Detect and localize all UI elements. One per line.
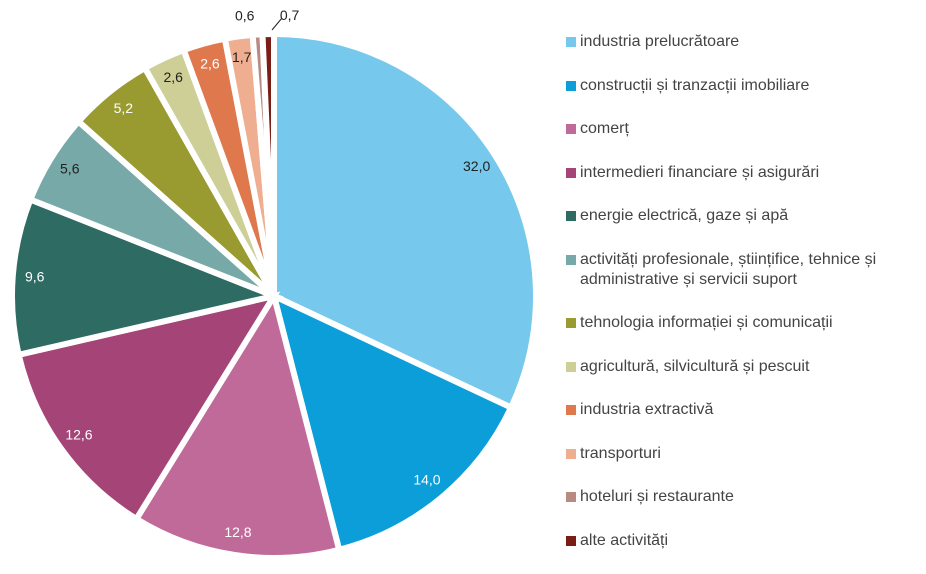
legend-item: intermedieri financiare și asigurări bbox=[566, 163, 926, 183]
legend-swatch bbox=[566, 124, 576, 134]
pie-slice bbox=[9, 195, 285, 359]
legend-item: hoteluri și restaurante bbox=[566, 487, 926, 507]
data-label: 0,6 bbox=[235, 7, 255, 23]
data-label: 5,2 bbox=[114, 100, 134, 116]
legend-item: construcții și tranzacții imobiliare bbox=[566, 76, 926, 96]
legend-swatch bbox=[566, 80, 576, 91]
legend-item: industria extractivă bbox=[566, 400, 926, 420]
legend-label: industria prelucrătoare bbox=[580, 33, 740, 50]
legend-swatch bbox=[566, 361, 576, 372]
legend-label: construcții și tranzacții imobiliare bbox=[580, 76, 810, 94]
data-label: 2,6 bbox=[200, 55, 220, 71]
data-label: 0,7 bbox=[280, 7, 300, 23]
data-label: 9,6 bbox=[25, 269, 45, 285]
legend-label: intermedieri financiare și asigurări bbox=[580, 163, 820, 181]
data-label: 12,8 bbox=[224, 524, 251, 540]
legend-swatch bbox=[566, 535, 576, 546]
legend-swatch bbox=[566, 405, 576, 415]
legend-item: alte activități bbox=[566, 531, 926, 551]
data-label: 14,0 bbox=[413, 472, 440, 488]
legend: industria prelucrătoare construcții și tr… bbox=[566, 32, 926, 574]
legend-item: agricultură, silvicultură și pescuit bbox=[566, 357, 926, 377]
legend-item: industria prelucrătoare bbox=[566, 32, 926, 52]
pie-slice bbox=[132, 288, 343, 561]
legend-label: energie electrică, gaze și apă bbox=[580, 207, 789, 224]
legend-label: agricultură, silvicultură și pescuit bbox=[580, 357, 810, 375]
legend-label: tehnologia informației și comunicații bbox=[580, 314, 833, 331]
legend-swatch bbox=[566, 492, 576, 502]
legend-swatch bbox=[566, 37, 576, 47]
pie-slice bbox=[271, 30, 539, 412]
data-label: 32,0 bbox=[463, 158, 490, 174]
legend-swatch bbox=[566, 254, 576, 265]
legend-item: transporturi bbox=[566, 444, 926, 464]
legend-swatch bbox=[566, 211, 576, 221]
legend-item: tehnologia informației și comunicații bbox=[566, 313, 926, 333]
leader-line bbox=[271, 17, 283, 31]
legend-label: industria extractivă bbox=[580, 401, 714, 418]
legend-item: activități profesionale, științifice, te… bbox=[566, 250, 926, 290]
chart: 32,0 14,0 12,8 12,6 9,6 5,6 5,2 2,6 2,6 1,7 0,6 0,7 bbox=[9, 6, 539, 561]
legend-swatch bbox=[566, 167, 576, 178]
legend-label: comerț bbox=[580, 120, 629, 137]
legend-label: hoteluri și restaurante bbox=[580, 488, 734, 505]
legend-label: transporturi bbox=[580, 444, 661, 462]
legend-swatch bbox=[566, 318, 576, 328]
legend-item: comerț bbox=[566, 119, 926, 139]
pie-slice bbox=[259, 30, 277, 297]
pie-slice bbox=[269, 290, 516, 554]
data-label: 2,6 bbox=[163, 69, 183, 85]
data-label: 1,7 bbox=[232, 49, 252, 65]
data-label: 5,6 bbox=[60, 161, 80, 177]
pie-slice bbox=[15, 291, 281, 524]
legend-item: energie electrică, gaze și apă bbox=[566, 206, 926, 226]
data-label: 12,6 bbox=[65, 427, 92, 443]
legend-swatch bbox=[566, 448, 576, 459]
legend-label: alte activități bbox=[580, 531, 669, 549]
legend-label: activități profesionale, științifice, te… bbox=[580, 250, 877, 288]
